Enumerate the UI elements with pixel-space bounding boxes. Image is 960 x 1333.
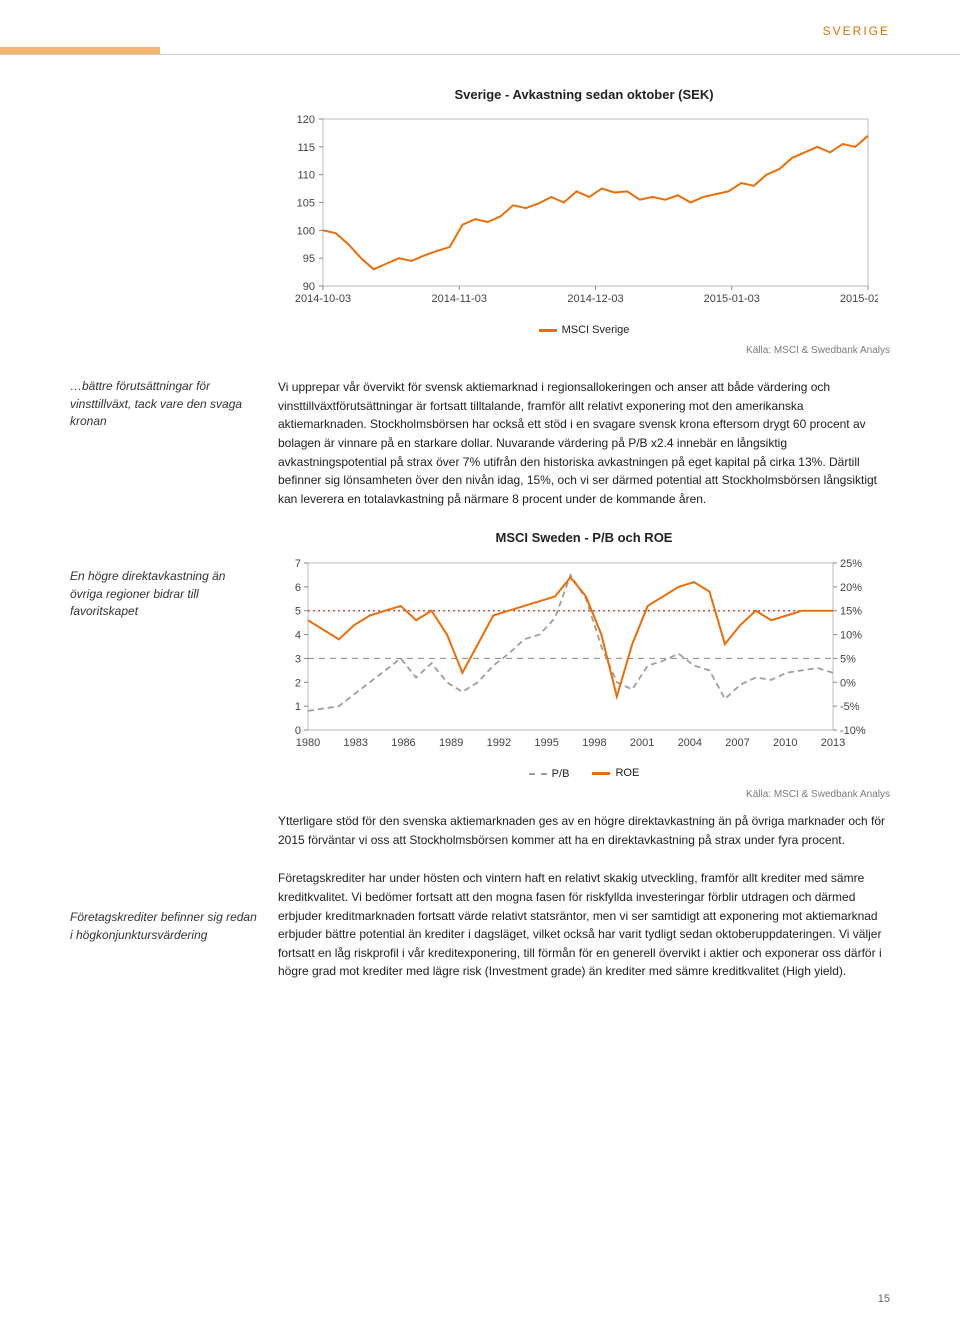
svg-text:5: 5	[295, 605, 301, 617]
svg-text:25%: 25%	[840, 558, 862, 570]
svg-text:6: 6	[295, 581, 301, 593]
svg-text:-10%: -10%	[840, 725, 866, 737]
svg-text:0: 0	[295, 725, 301, 737]
svg-text:2014-11-03: 2014-11-03	[432, 293, 487, 305]
chart1-title: Sverige - Avkastning sedan oktober (SEK)	[278, 85, 890, 105]
svg-text:7: 7	[295, 558, 301, 570]
body-paragraph-1: Vi upprepar vår övervikt för svensk akti…	[278, 378, 890, 508]
svg-text:1980: 1980	[296, 737, 320, 749]
svg-text:2013: 2013	[821, 737, 845, 749]
svg-text:20%: 20%	[840, 581, 862, 593]
svg-text:1989: 1989	[439, 737, 463, 749]
chart2-title: MSCI Sweden - P/B och ROE	[278, 528, 890, 548]
chart-sverige-avkastning: Sverige - Avkastning sedan oktober (SEK)…	[278, 85, 890, 358]
svg-text:2: 2	[295, 677, 301, 689]
svg-text:110: 110	[297, 170, 315, 182]
chart1-legend-label: MSCI Sverige	[562, 322, 630, 339]
svg-text:1998: 1998	[582, 737, 606, 749]
svg-text:10%: 10%	[840, 629, 862, 641]
svg-text:2010: 2010	[773, 737, 797, 749]
svg-text:115: 115	[297, 142, 315, 154]
body-paragraph-2: Ytterligare stöd för den svenska aktiema…	[278, 812, 890, 849]
svg-text:-5%: -5%	[840, 701, 860, 713]
svg-text:120: 120	[297, 114, 315, 126]
svg-text:2007: 2007	[725, 737, 749, 749]
chart2-source: Källa: MSCI & Swedbank Analys	[278, 787, 890, 803]
svg-text:1: 1	[295, 701, 301, 713]
chart2-svg: 0 1 2 3 4 5 6 7 25% 20% 15% 10% 5% 0% -5% -10% 1980 1983 1…	[278, 555, 878, 755]
svg-text:2014-10-03: 2014-10-03	[295, 293, 351, 305]
svg-text:95: 95	[303, 253, 315, 265]
svg-text:90: 90	[303, 281, 315, 293]
svg-text:2001: 2001	[630, 737, 654, 749]
svg-text:1983: 1983	[343, 737, 367, 749]
chart1-source: Källa: MSCI & Swedbank Analys	[278, 343, 890, 359]
svg-text:1995: 1995	[534, 737, 558, 749]
svg-text:0%: 0%	[840, 677, 856, 689]
page-number: 15	[878, 1293, 890, 1305]
svg-text:15%: 15%	[840, 605, 862, 617]
svg-text:1992: 1992	[487, 737, 511, 749]
svg-text:105: 105	[297, 198, 315, 210]
chart1-svg: 90 95 100 105 110 115 120 2014-10-03 2014-11-03 2…	[278, 111, 878, 311]
body-paragraph-3: Företagskrediter har under hösten och vi…	[278, 869, 890, 981]
chart2-legend-pb: P/B	[552, 766, 570, 783]
header-rule	[0, 54, 960, 55]
margin-note-3: Företagskrediter befinner sig redan i hö…	[70, 869, 278, 944]
svg-text:4: 4	[295, 629, 301, 641]
margin-note-2: En högre direktavkastning än övriga regi…	[70, 528, 278, 620]
svg-text:100: 100	[297, 225, 315, 237]
chart2-legend-roe: ROE	[615, 765, 639, 782]
svg-text:2015-02-03: 2015-02-03	[840, 293, 878, 305]
chart-pb-roe: MSCI Sweden - P/B och ROE 0 1 2 3 4 5 6 7 25% 20%…	[278, 528, 890, 802]
chart2-legend: P/B ROE	[278, 764, 890, 783]
margin-note-1: …bättre förutsättningar för vinsttillväx…	[70, 378, 278, 430]
svg-text:2014-12-03: 2014-12-03	[567, 293, 623, 305]
page-section-tag: SVERIGE	[823, 24, 890, 38]
svg-text:3: 3	[295, 653, 301, 665]
svg-text:5%: 5%	[840, 653, 856, 665]
chart1-legend: MSCI Sverige	[278, 321, 890, 339]
svg-text:1986: 1986	[391, 737, 415, 749]
svg-text:2004: 2004	[678, 737, 702, 749]
svg-text:2015-01-03: 2015-01-03	[704, 293, 760, 305]
